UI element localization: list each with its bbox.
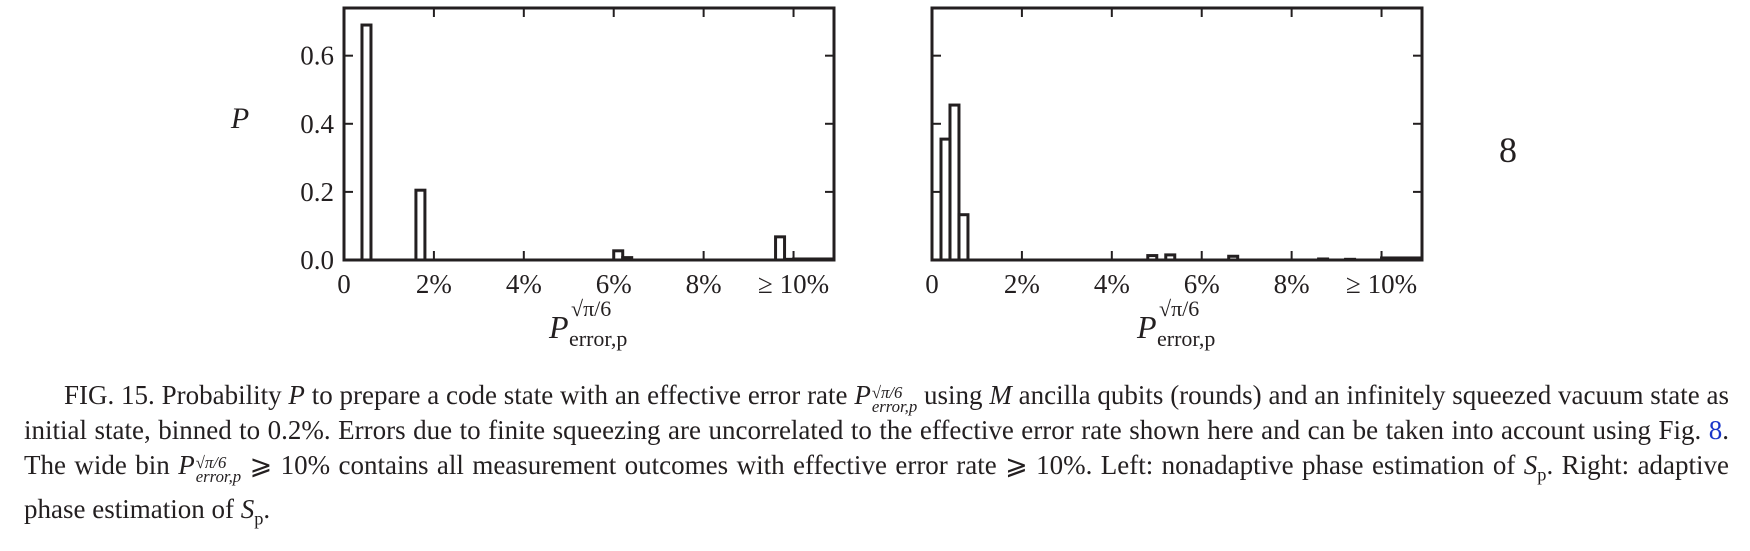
x-tick-label: 4% [506,269,542,299]
symbol-M: M [989,380,1012,410]
x-axis-label-subscript: error,p [569,326,627,351]
caption-text: ancilla qubits (rounds) and an infinitel… [24,380,1730,445]
figure: 0 2% 4% 6% 8% ≥ 10%0.00.20.40.6PP√π/6error,p … [230,6,1517,351]
plot-frame [342,6,836,262]
x-tick-label: 4% [1094,269,1130,299]
figure-8-link[interactable]: 8 [1708,415,1723,445]
x-tick-label: 8% [686,269,722,299]
x-tick-label: ≥ 10% [758,269,829,299]
y-tick-label: 0.6 [300,41,334,71]
histogram-bar [774,235,787,262]
caption-text: using [924,380,983,410]
x-axis-label-superscript: √π/6 [571,296,611,321]
caption-text: . [263,494,271,525]
x-tick-label: 6% [596,269,632,299]
right-histogram-panel: 0 2% 4% 6% 8% ≥ 10% P√π/6 error,p [925,6,1424,351]
histogram-bar [414,188,427,262]
histogram-bar [957,213,970,262]
x-axis-label: P [1136,309,1157,345]
x-axis-label: P [548,309,569,345]
caption-text: Probability [161,380,282,410]
plot-frame [930,6,1424,262]
caption-text: to prepare a code state with an effectiv… [311,380,848,410]
side-figure-number: 8 [1499,130,1517,170]
x-tick-label: 0 [925,269,939,299]
y-tick-label: 0.0 [300,245,334,275]
figure-caption: FIG. 15. Probability P to prepare a code… [24,378,1729,537]
caption-text: ⩾ 10% contains all measurement outcomes … [249,450,1516,480]
symbol-P: P [288,380,305,410]
symbol-perror: P √π/6 error,p [178,450,242,486]
x-tick-label: 2% [416,269,452,299]
symbol-perror: P √π/6 error,p [854,380,918,416]
x-tick-label: 0 [337,269,351,299]
x-tick-label: 6% [1184,269,1220,299]
y-tick-label: 0.2 [300,177,334,207]
x-tick-label: 8% [1274,269,1310,299]
y-axis-label: P [230,102,249,135]
symbol-Sp: Sp [240,494,264,529]
symbol-Sp: Sp [1523,450,1547,485]
caption-label: FIG. 15. [64,380,155,410]
x-axis-label-subscript: error,p [1157,326,1215,351]
caption-text: . Right: adaptive phase estimation of [24,450,1730,525]
histogram-bar [360,23,373,262]
y-tick-label: 0.4 [300,109,334,139]
x-tick-label: 2% [1004,269,1040,299]
x-tick-label: ≥ 10% [1346,269,1417,299]
caption-text: . The wide bin [24,415,1730,480]
x-axis-label-superscript: √π/6 [1159,296,1199,321]
